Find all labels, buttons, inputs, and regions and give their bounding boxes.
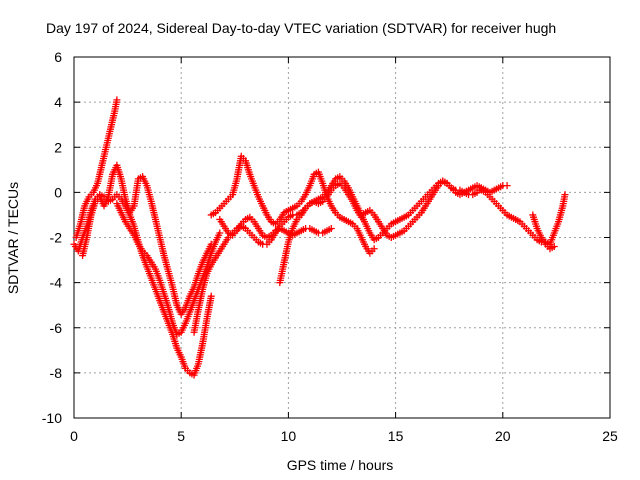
x-tick-label: 10	[281, 428, 297, 444]
y-tick-label: 6	[54, 49, 62, 65]
x-axis-label: GPS time / hours	[287, 457, 394, 473]
series-trace-8	[276, 179, 365, 287]
tick-labels: 0 5 10 15 20 25 -10 -8 -6 -4 -2 0 2 4 6	[42, 49, 618, 444]
y-tick-label: -6	[50, 320, 63, 336]
grid	[74, 57, 610, 418]
y-tick-label: 4	[54, 94, 62, 110]
chart-title: Day 197 of 2024, Sidereal Day-to-day VTE…	[46, 20, 556, 36]
x-tick-label: 0	[70, 428, 78, 444]
data-point	[550, 243, 558, 251]
y-axis-label: SDTVAR / TECUs	[5, 182, 21, 294]
x-tick-label: 20	[495, 428, 511, 444]
series-trace-11	[529, 211, 558, 253]
y-tick-label: 0	[54, 184, 62, 200]
data-point	[370, 245, 378, 253]
data-point	[216, 229, 224, 237]
y-tick-label: -10	[42, 410, 62, 426]
y-tick-label: -4	[50, 275, 63, 291]
x-tick-label: 15	[388, 428, 404, 444]
series-trace-2	[72, 96, 121, 241]
data-point	[561, 191, 569, 199]
x-tick-label: 5	[177, 428, 185, 444]
data-point	[327, 224, 335, 232]
data-points	[70, 96, 569, 379]
x-tick-label: 25	[602, 428, 618, 444]
series-trace-9	[357, 177, 485, 241]
y-tick-label: -8	[50, 365, 63, 381]
series-trace-3	[79, 161, 215, 318]
series-trace-10	[477, 186, 569, 248]
data-point	[113, 96, 121, 104]
series-trace-7	[216, 213, 335, 241]
data-point	[503, 182, 511, 190]
data-point	[207, 292, 215, 300]
y-tick-label: 2	[54, 139, 62, 155]
y-tick-label: -2	[50, 230, 63, 246]
